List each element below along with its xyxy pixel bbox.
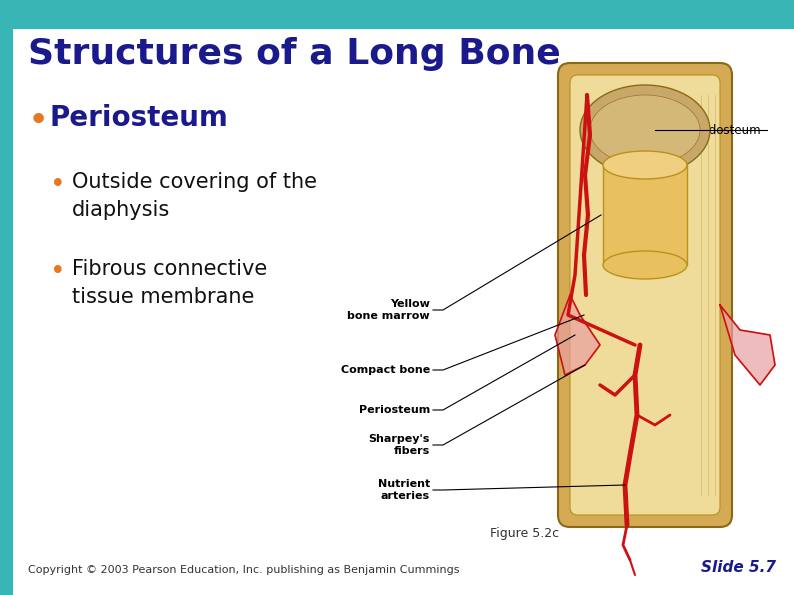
Text: Copyright © 2003 Pearson Education, Inc. publishing as Benjamin Cummings: Copyright © 2003 Pearson Education, Inc.… bbox=[28, 565, 460, 575]
Text: Fibrous connective
tissue membrane: Fibrous connective tissue membrane bbox=[72, 259, 268, 306]
Text: •: • bbox=[50, 171, 66, 198]
Text: Outside covering of the
diaphysis: Outside covering of the diaphysis bbox=[72, 171, 317, 220]
Bar bbox=[0, 0, 794, 29]
Ellipse shape bbox=[603, 151, 687, 179]
Bar bbox=[603, 165, 687, 265]
Text: Nutrient
arteries: Nutrient arteries bbox=[378, 479, 430, 501]
Text: •: • bbox=[28, 104, 49, 137]
Polygon shape bbox=[720, 305, 775, 385]
Polygon shape bbox=[555, 295, 600, 375]
Text: Structures of a Long Bone: Structures of a Long Bone bbox=[28, 36, 561, 71]
Text: Slide 5.7: Slide 5.7 bbox=[701, 560, 776, 575]
FancyBboxPatch shape bbox=[570, 75, 720, 515]
Text: Compact bone: Compact bone bbox=[341, 365, 430, 375]
Text: Sharpey's
fibers: Sharpey's fibers bbox=[368, 434, 430, 456]
Ellipse shape bbox=[603, 251, 687, 279]
Text: Figure 5.2c: Figure 5.2c bbox=[490, 527, 559, 540]
Text: Periosteum: Periosteum bbox=[50, 104, 229, 131]
Text: Endosteum: Endosteum bbox=[696, 124, 762, 136]
Ellipse shape bbox=[590, 95, 700, 165]
Ellipse shape bbox=[580, 85, 710, 175]
Text: •: • bbox=[50, 259, 66, 284]
FancyBboxPatch shape bbox=[558, 63, 732, 527]
Text: Periosteum: Periosteum bbox=[359, 405, 430, 415]
Text: Yellow
bone marrow: Yellow bone marrow bbox=[348, 299, 430, 321]
Bar bbox=[0, 0, 13, 595]
